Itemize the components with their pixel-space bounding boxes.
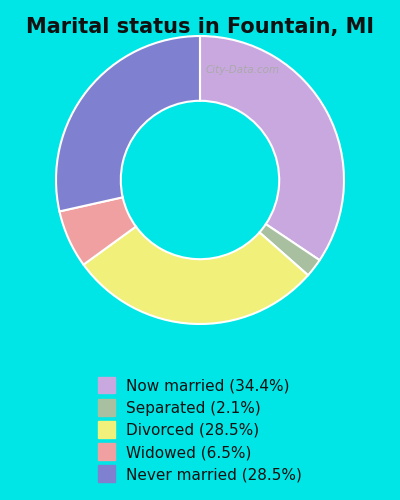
Wedge shape	[56, 36, 200, 212]
Text: Marital status in Fountain, MI: Marital status in Fountain, MI	[26, 18, 374, 38]
Wedge shape	[60, 198, 136, 264]
Wedge shape	[260, 224, 320, 275]
Legend: Now married (34.4%), Separated (2.1%), Divorced (28.5%), Widowed (6.5%), Never m: Now married (34.4%), Separated (2.1%), D…	[91, 370, 309, 490]
Text: City-Data.com: City-Data.com	[205, 65, 279, 75]
Wedge shape	[84, 226, 308, 324]
Wedge shape	[200, 36, 344, 260]
